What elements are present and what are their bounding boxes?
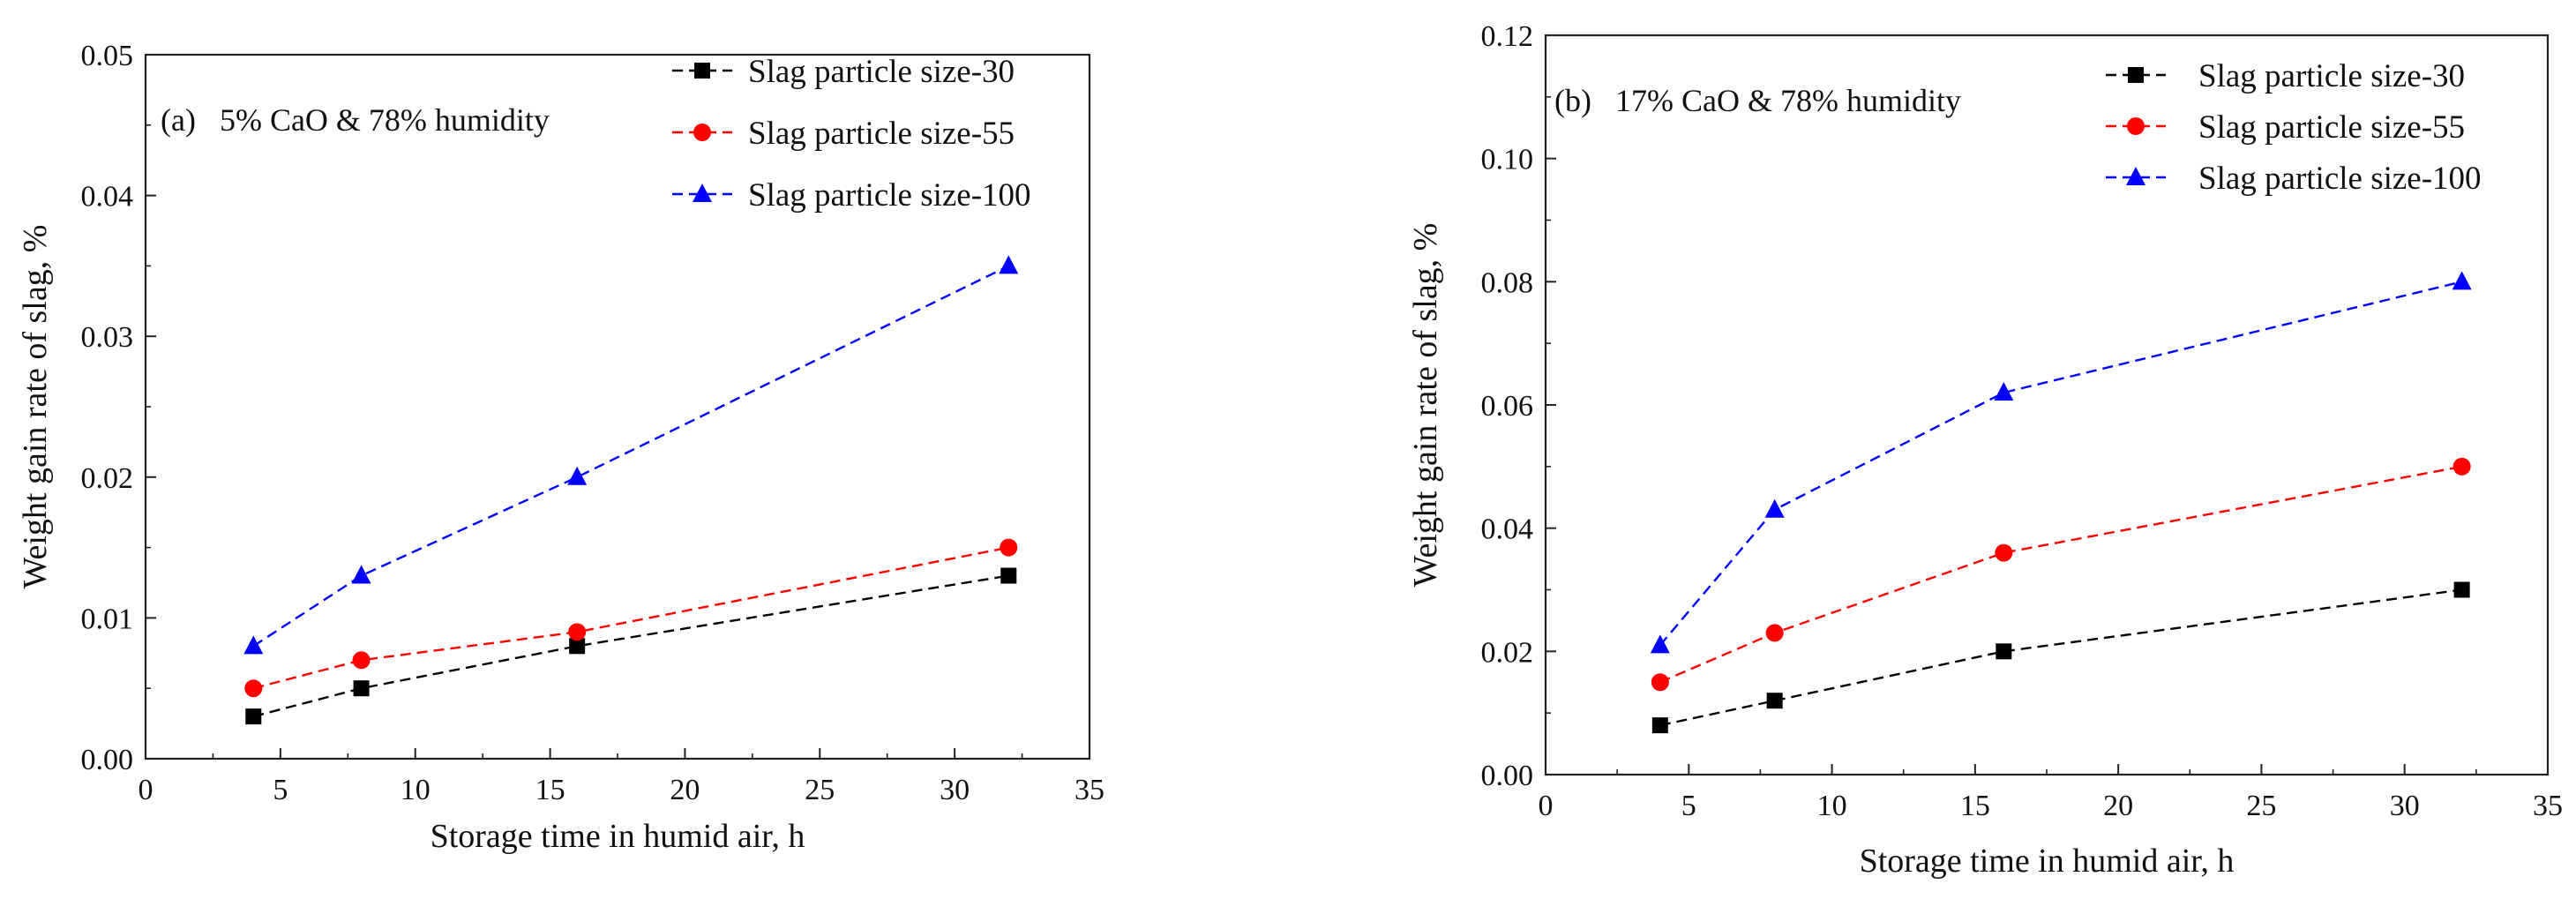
x-tick-label: 0 bbox=[139, 774, 154, 806]
series-slag-particle-size-30 bbox=[245, 567, 1017, 725]
series-line bbox=[252, 546, 1009, 690]
data-point bbox=[569, 638, 586, 655]
legend-entry: Slag particle size-100 bbox=[2106, 161, 2482, 197]
x-tick-label: 10 bbox=[401, 774, 431, 806]
panel-b: 0 5 10 15 20 25 30 35 0.00 0.02 0.04 0.06 0.08 0.10 0.… bbox=[1407, 20, 2563, 880]
data-point bbox=[1996, 643, 2012, 660]
y-tick-label: 0.02 bbox=[1481, 636, 1534, 669]
x-tick-label: 5 bbox=[1681, 790, 1696, 822]
x-tick-label: 30 bbox=[940, 774, 970, 806]
series-slag-particle-size-100 bbox=[243, 255, 1019, 655]
legend-entry: Slag particle size-30 bbox=[672, 54, 1015, 90]
legend-label: Slag particle size-55 bbox=[2198, 109, 2465, 146]
data-point bbox=[1650, 634, 1670, 654]
data-point bbox=[1765, 624, 1784, 642]
x-tick-label: 20 bbox=[670, 774, 700, 806]
data-point bbox=[1766, 693, 1783, 709]
data-point bbox=[1000, 538, 1018, 557]
x-tick-label: 35 bbox=[2533, 790, 2563, 822]
y-tick-label: 0.04 bbox=[81, 181, 134, 214]
data-point bbox=[1994, 382, 2014, 401]
y-tick-label: 0.03 bbox=[81, 321, 134, 354]
series-slag-particle-size-100 bbox=[1650, 271, 2472, 654]
panel-a: 0 5 10 15 20 25 30 35 0.00 0.01 0.02 0.03 0.04 0.05 St… bbox=[17, 40, 1105, 855]
legend-marker bbox=[2128, 67, 2144, 83]
x-tick-label: 15 bbox=[1960, 790, 1990, 822]
legend-label: Slag particle size-55 bbox=[748, 116, 1015, 152]
data-point bbox=[353, 680, 370, 697]
y-tick-label: 0.08 bbox=[1481, 266, 1534, 299]
y-tick-label: 0.00 bbox=[81, 744, 134, 776]
legend-label: Slag particle size-100 bbox=[748, 177, 1031, 214]
x-tick-label: 25 bbox=[2246, 790, 2276, 822]
legend-label: Slag particle size-30 bbox=[2198, 58, 2465, 94]
y-tick-label: 0.02 bbox=[81, 462, 134, 495]
panel-title: (b) 17% CaO & 78% humidity bbox=[1554, 83, 1961, 118]
data-point bbox=[1000, 567, 1017, 584]
y-axis-title: Weight gain rate of slag, % bbox=[1407, 223, 1444, 588]
legend-marker bbox=[693, 184, 712, 202]
y-tick-label: 0.06 bbox=[1481, 390, 1534, 423]
y-tick-label: 0.05 bbox=[81, 40, 134, 72]
y-axis-title: Weight gain rate of slag, % bbox=[17, 225, 54, 589]
data-point bbox=[244, 679, 263, 698]
series-line bbox=[1659, 588, 2462, 727]
legend-marker bbox=[2126, 167, 2145, 185]
x-axis-title: Storage time in humid air, h bbox=[431, 818, 805, 855]
series-slag-particle-size-30 bbox=[1651, 581, 2470, 734]
series-line bbox=[1659, 281, 2462, 647]
legend-label: Slag particle size-100 bbox=[2198, 161, 2482, 197]
data-point bbox=[568, 623, 587, 641]
legend-marker bbox=[693, 124, 711, 141]
legend-label: Slag particle size-30 bbox=[748, 54, 1015, 90]
x-tick-label: 5 bbox=[273, 774, 288, 806]
data-point bbox=[1995, 543, 2013, 562]
series-slag-particle-size-55 bbox=[244, 538, 1018, 698]
data-point bbox=[999, 255, 1019, 274]
data-point bbox=[567, 466, 588, 485]
data-point bbox=[351, 565, 371, 584]
legend-marker bbox=[694, 63, 710, 79]
x-tick-label: 20 bbox=[2103, 790, 2133, 822]
series-line bbox=[252, 265, 1009, 648]
x-tick-label: 0 bbox=[1539, 790, 1554, 822]
x-tick-label: 15 bbox=[535, 774, 565, 806]
y-tick-label: 0.01 bbox=[81, 603, 134, 635]
data-point bbox=[1651, 673, 1669, 692]
data-point bbox=[2452, 457, 2471, 476]
data-point bbox=[1651, 717, 1668, 734]
data-point bbox=[243, 635, 264, 655]
y-tick-label: 0.12 bbox=[1481, 20, 1534, 53]
legend-entry: Slag particle size-55 bbox=[672, 116, 1015, 152]
series-line bbox=[1659, 465, 2462, 684]
panel-title: (a) 5% CaO & 78% humidity bbox=[161, 102, 550, 138]
y-tick-label: 0.10 bbox=[1481, 144, 1534, 176]
x-tick-label: 35 bbox=[1075, 774, 1105, 806]
y-tick-label: 0.00 bbox=[1481, 760, 1534, 792]
data-point bbox=[2452, 271, 2472, 290]
legend-entry: Slag particle size-100 bbox=[672, 177, 1031, 214]
x-tick-label: 25 bbox=[805, 774, 835, 806]
legend-entry: Slag particle size-55 bbox=[2106, 109, 2465, 146]
x-tick-label: 10 bbox=[1817, 790, 1847, 822]
data-point bbox=[2453, 581, 2470, 598]
series-slag-particle-size-55 bbox=[1651, 457, 2471, 692]
data-point bbox=[1764, 498, 1785, 518]
y-tick-label: 0.04 bbox=[1481, 513, 1534, 546]
plot-frame bbox=[144, 53, 1091, 760]
plot-frame bbox=[1544, 34, 2550, 776]
legend-marker bbox=[2127, 117, 2145, 135]
data-point bbox=[352, 651, 371, 670]
x-tick-label: 30 bbox=[2390, 790, 2420, 822]
data-point bbox=[245, 708, 262, 725]
x-axis-title: Storage time in humid air, h bbox=[1860, 843, 2235, 880]
series-line bbox=[252, 574, 1009, 718]
legend-entry: Slag particle size-30 bbox=[2106, 58, 2465, 94]
